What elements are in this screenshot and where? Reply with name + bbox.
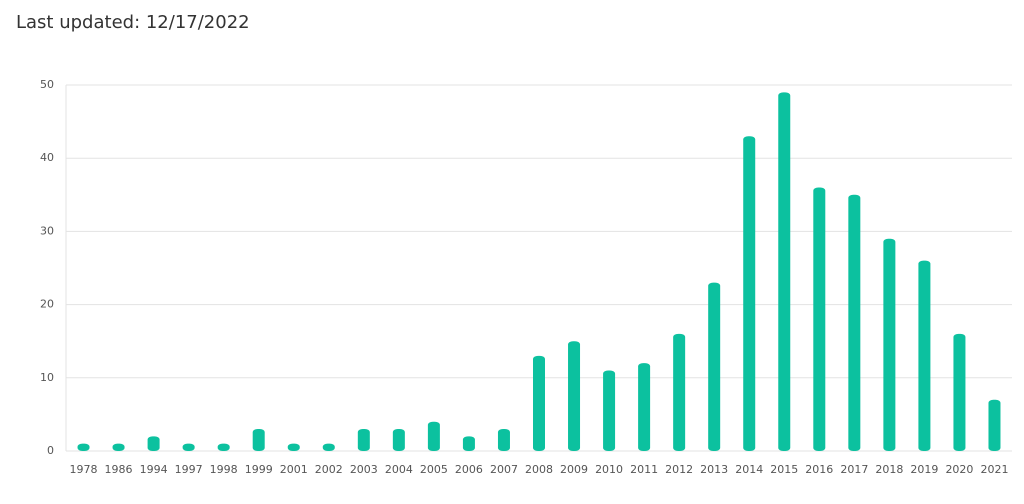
bar xyxy=(638,363,651,451)
bar xyxy=(77,443,90,451)
y-tick-label: 10 xyxy=(40,371,54,384)
y-tick-label: 50 xyxy=(40,78,54,91)
bar xyxy=(743,136,756,452)
y-tick-label: 20 xyxy=(40,298,54,311)
x-tick-label: 2012 xyxy=(665,463,693,476)
bar xyxy=(427,421,440,451)
bar xyxy=(988,399,1001,451)
bar xyxy=(147,436,160,451)
x-tick-label: 1998 xyxy=(210,463,238,476)
x-tick-label: 2016 xyxy=(805,463,833,476)
bar xyxy=(287,443,300,451)
bar xyxy=(322,443,335,451)
bar xyxy=(673,333,686,451)
y-tick-label: 40 xyxy=(40,151,54,164)
bar xyxy=(918,260,931,451)
x-tick-label: 2017 xyxy=(840,463,868,476)
x-tick-label: 2015 xyxy=(770,463,798,476)
x-tick-label: 2014 xyxy=(735,463,763,476)
bar xyxy=(848,194,861,452)
bar xyxy=(497,429,510,451)
y-tick-label: 30 xyxy=(40,224,54,237)
x-tick-label: 2007 xyxy=(490,463,518,476)
x-tick-label: 2003 xyxy=(350,463,378,476)
bar xyxy=(883,238,896,451)
x-tick-label: 2020 xyxy=(945,463,973,476)
x-tick-label: 2021 xyxy=(980,463,1008,476)
x-tick-label: 2010 xyxy=(595,463,623,476)
x-tick-label: 2008 xyxy=(525,463,553,476)
x-tick-label: 1986 xyxy=(105,463,133,476)
bar xyxy=(357,429,370,451)
bar xyxy=(568,341,581,451)
bar xyxy=(392,429,405,451)
x-tick-label: 1994 xyxy=(140,463,168,476)
x-tick-label: 2001 xyxy=(280,463,308,476)
bar xyxy=(533,355,545,451)
x-tick-label: 2011 xyxy=(630,463,658,476)
bar xyxy=(112,443,125,451)
x-tick-label: 2018 xyxy=(875,463,903,476)
bar xyxy=(953,333,966,451)
x-tick-label: 1997 xyxy=(175,463,203,476)
bar xyxy=(813,187,826,452)
bar xyxy=(778,92,791,451)
x-tick-label: 2004 xyxy=(385,463,413,476)
x-tick-label: 2019 xyxy=(910,463,938,476)
x-tick-label: 2002 xyxy=(315,463,343,476)
bar xyxy=(252,429,265,451)
bar xyxy=(603,370,616,451)
x-tick-label: 1999 xyxy=(245,463,273,476)
chart-title: Last updated: 12/17/2022 xyxy=(16,12,250,33)
x-tick-label: 2013 xyxy=(700,463,728,476)
y-tick-label: 0 xyxy=(47,444,54,457)
x-tick-label: 1978 xyxy=(70,463,98,476)
bar xyxy=(708,282,721,451)
bar xyxy=(182,443,195,451)
bar xyxy=(217,443,230,451)
x-tick-label: 2006 xyxy=(455,463,483,476)
bar xyxy=(462,436,475,451)
x-tick-label: 2005 xyxy=(420,463,448,476)
x-tick-label: 2009 xyxy=(560,463,588,476)
